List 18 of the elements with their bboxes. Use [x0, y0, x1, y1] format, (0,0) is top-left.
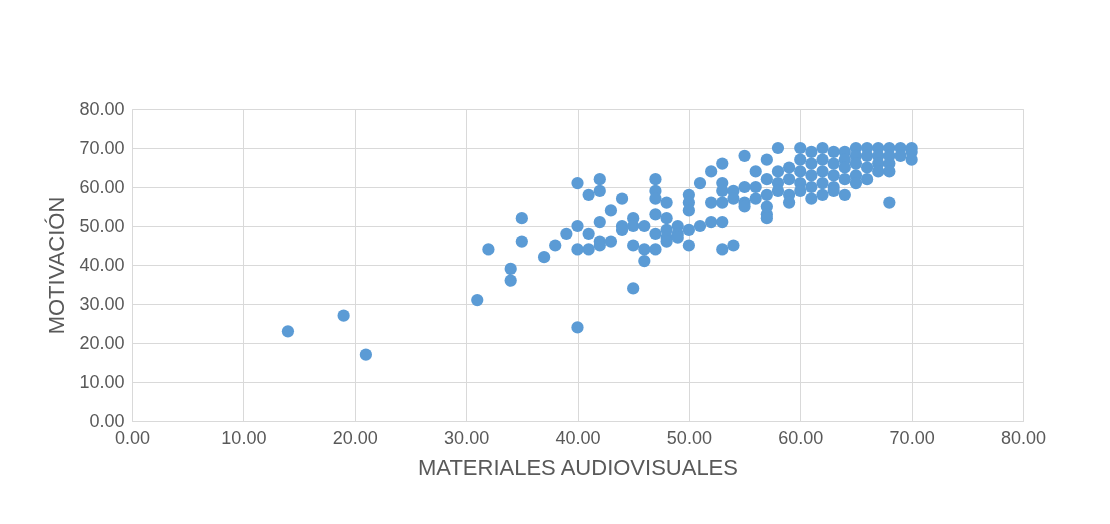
x-tick-label: 70.00: [889, 427, 935, 448]
x-tick-label: 10.00: [221, 427, 267, 448]
y-tick-label: 10.00: [79, 371, 125, 392]
y-tick-label: 50.00: [79, 215, 125, 236]
y-tick-label: 30.00: [79, 293, 125, 314]
x-tick-label: 20.00: [332, 427, 378, 448]
x-tick-label: 50.00: [666, 427, 712, 448]
x-tick-label: 40.00: [555, 427, 601, 448]
x-axis-title: MATERIALES AUDIOVISUALES: [418, 454, 738, 480]
x-tick-label: 30.00: [444, 427, 490, 448]
y-tick-label: 60.00: [79, 176, 125, 197]
y-tick-label: 70.00: [79, 137, 125, 158]
x-tick-label: 80.00: [1000, 427, 1047, 448]
y-tick-label: 20.00: [79, 332, 125, 353]
y-tick-label: 40.00: [79, 254, 125, 275]
y-tick-label: 80.00: [79, 98, 125, 119]
y-axis-title: MOTIVACIÓN: [44, 196, 70, 335]
x-tick-label: 60.00: [778, 427, 824, 448]
